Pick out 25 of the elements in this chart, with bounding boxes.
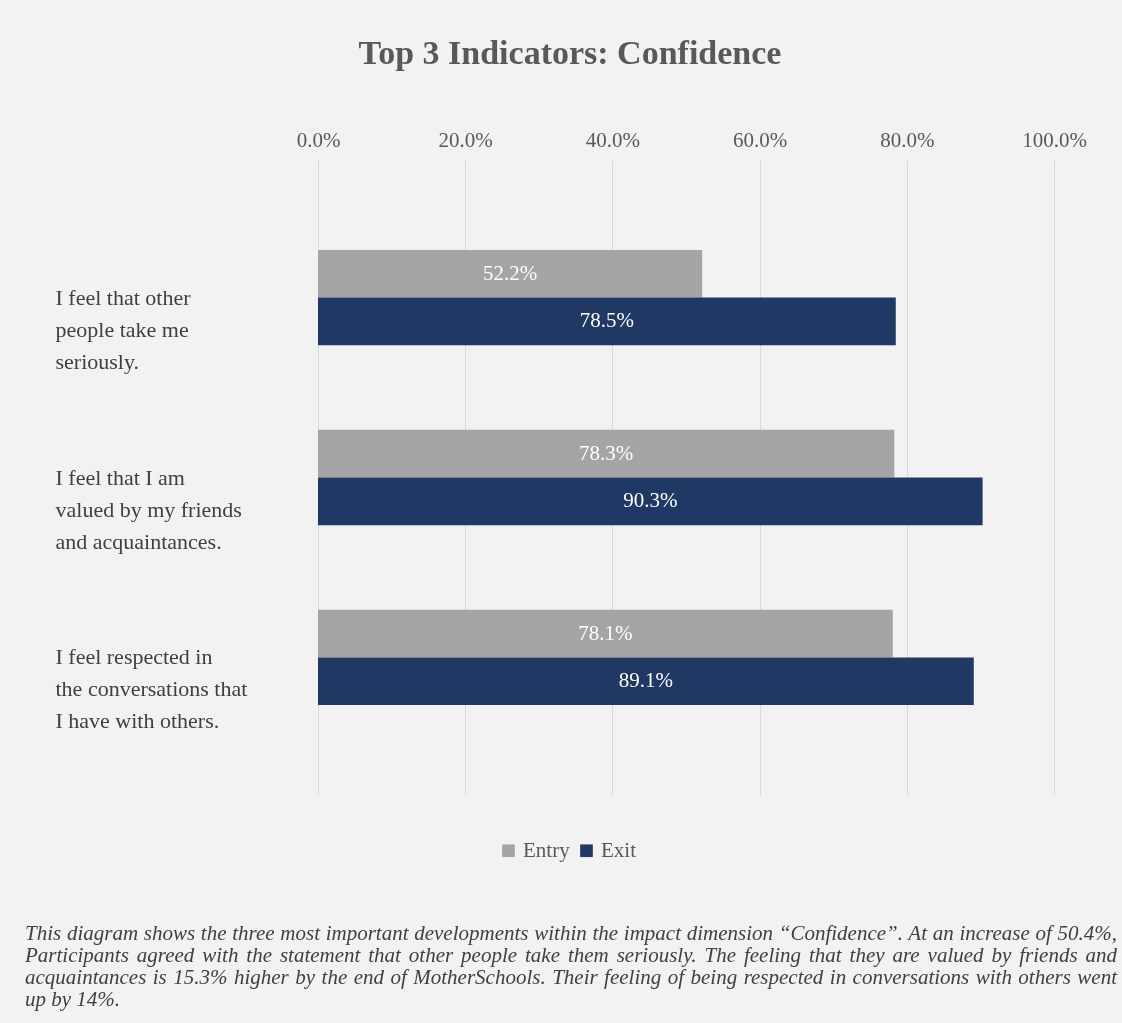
- text: This diagram shows the three most important developments within the impact dimension “Confidence”. At an increase of 50.4%, Participants agreed with the statement that other people take them seriously. The feeling that they are valued by friends and acquaintances is 15.3% higher by the end of MotherSchools. Their feeling of being respected in conversations with others went up by 14%.: [25, 921, 1117, 1011]
- y-tick-label: I feel that other people take me seriously.: [55, 284, 192, 374]
- x-tick-label: 60.0%: [732, 127, 788, 152]
- data-label: 78.5%: [579, 308, 635, 333]
- data-label: 78.3%: [579, 440, 634, 465]
- data-label: 78.1%: [578, 620, 633, 645]
- bar: [318, 657, 974, 706]
- bar: [318, 297, 896, 346]
- legend-label: Entry: [523, 837, 571, 862]
- bar: [318, 477, 983, 526]
- y-tick-label: I feel respected in the conversations that I have with others.: [55, 644, 248, 734]
- y-tick-label: I feel that I am valued by my friends and acquaintances.: [55, 464, 242, 554]
- legend-label: Exit: [601, 837, 637, 862]
- data-label: 90.3%: [623, 488, 678, 513]
- data-label: 52.2%: [482, 260, 538, 285]
- chart-title: Top 3 Indicators: Confidence: [358, 34, 782, 71]
- data-label: 89.1%: [618, 668, 674, 693]
- x-tick-label: 20.0%: [438, 127, 493, 152]
- x-tick-label: 40.0%: [585, 127, 641, 152]
- bar: [318, 429, 895, 478]
- x-tick-label: 100.0%: [1022, 127, 1087, 152]
- x-tick-label: 0.0%: [296, 127, 341, 152]
- x-tick-label: 80.0%: [880, 127, 935, 152]
- bar: [318, 609, 893, 658]
- bar: [318, 249, 703, 298]
